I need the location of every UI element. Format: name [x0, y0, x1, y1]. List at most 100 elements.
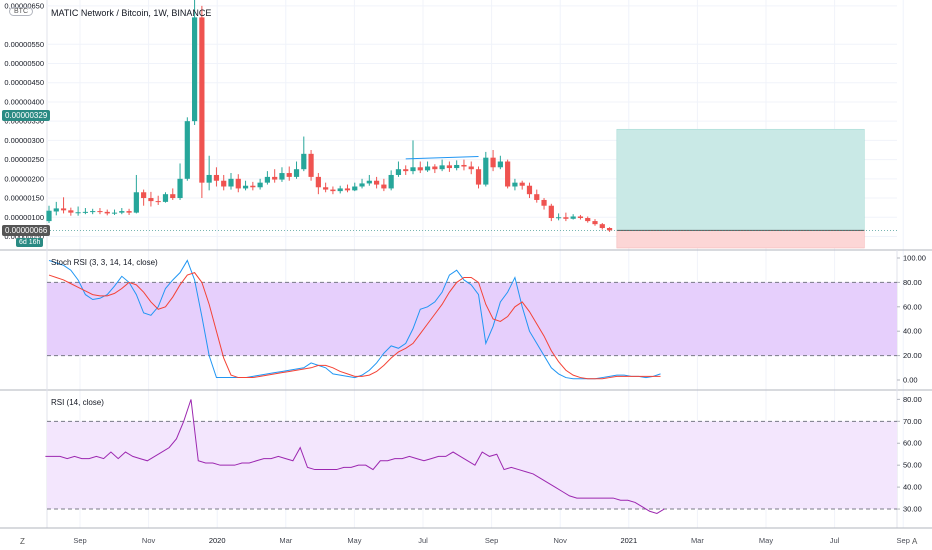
candle-body [192, 17, 198, 122]
zoom-button[interactable]: Z [20, 537, 25, 546]
countdown-tag: 6d 16h [16, 238, 44, 247]
stoch-k-line [48, 259, 661, 380]
candle-body [162, 194, 169, 202]
candle-body [206, 174, 212, 183]
rsi-tick-label: 60.00 [903, 439, 922, 448]
time-tick-label: Nov [142, 536, 156, 545]
stoch-rsi-label: Stoch RSI (3, 3, 14, 14, close) [51, 258, 158, 267]
candle-body [541, 199, 547, 206]
candle-body [119, 211, 125, 213]
stoch-tick-label: 80.00 [903, 278, 922, 287]
candle-body [403, 169, 409, 172]
candle-body [585, 218, 591, 222]
candle-body [53, 208, 59, 212]
time-tick-label: Jul [418, 536, 428, 545]
price-tick-label: 0.00000300 [4, 136, 44, 145]
chart-title: MATIC Network / Bitcoin, 1W, BINANCE [51, 8, 212, 18]
candle-body [446, 165, 452, 169]
time-tick-label: 2021 [620, 536, 637, 545]
candle-body [344, 188, 351, 191]
candle-body [228, 178, 234, 187]
candle-body [235, 178, 241, 189]
candle-body [177, 178, 183, 199]
stoch-tick-label: 60.00 [903, 302, 922, 311]
rsi-tick-label: 30.00 [903, 505, 922, 514]
rsi-label: RSI (14, close) [51, 398, 104, 407]
candle-body [133, 192, 139, 213]
candle-body [199, 17, 205, 183]
candle-body [315, 176, 321, 188]
candle-body [242, 185, 249, 189]
candle-body [104, 211, 110, 214]
candle-body [606, 228, 613, 231]
rsi-tick-label: 80.00 [903, 395, 922, 404]
stoch-tick-label: 40.00 [903, 327, 922, 336]
price-tick-label: 0.00000400 [4, 97, 44, 106]
price-tick-label: 0.00000650 [4, 1, 44, 10]
price-tick-label: 0.00000450 [4, 78, 44, 87]
auto-scale-button[interactable]: A [912, 537, 918, 546]
candle-body [366, 180, 372, 184]
position-profit-zone [616, 128, 865, 231]
position-loss-zone [616, 230, 865, 249]
candle-body [293, 169, 300, 177]
candle-body [439, 165, 445, 170]
rsi-tick-label: 50.00 [903, 461, 922, 470]
candle-body [155, 201, 161, 203]
candle-body [250, 185, 256, 188]
candle-body [111, 212, 118, 214]
candle-body [468, 166, 474, 170]
candle-body [213, 174, 220, 181]
candle-body [257, 182, 263, 188]
time-tick-label: 2020 [209, 536, 226, 545]
rsi-line [45, 399, 665, 514]
time-tick-label: Nov [554, 536, 568, 545]
candle-body [359, 183, 365, 187]
candle-body [570, 216, 576, 219]
candle-body [381, 184, 387, 189]
candle-body [592, 221, 598, 225]
candle-body [141, 192, 147, 199]
candle-body [272, 176, 278, 180]
price-tick-label: 0.00000500 [4, 59, 44, 68]
time-tick-label: Sep [485, 536, 498, 545]
candle-body [75, 212, 81, 214]
stoch-tick-label: 0.00 [903, 376, 918, 385]
rsi-tick-label: 40.00 [903, 483, 922, 492]
stoch-d-line [48, 272, 661, 380]
stoch-tick-label: 20.00 [903, 351, 922, 360]
candle-body [90, 211, 96, 213]
price-tick-label: 0.00000200 [4, 174, 44, 183]
candle-body [526, 185, 533, 195]
time-tick-label: May [347, 536, 361, 545]
candle-body [505, 161, 511, 187]
candle-body [461, 164, 467, 167]
candle-body [424, 166, 431, 171]
candle-body [534, 194, 540, 200]
candle-body [308, 153, 314, 177]
time-tick-label: Mar [279, 536, 292, 545]
candle-body [46, 210, 52, 222]
price-tick-label: 0.00000550 [4, 40, 44, 49]
candle-body [388, 174, 394, 189]
time-tick-label: Jul [830, 536, 840, 545]
candle-body [512, 182, 518, 187]
symbol-badge[interactable]: BTC [9, 7, 33, 16]
stoch-tick-label: 100.00 [903, 254, 926, 263]
candle-body [126, 211, 132, 213]
last-price-tag: 0.00000066 [2, 225, 51, 236]
candle-body [184, 121, 190, 179]
candle-body [410, 167, 416, 172]
candle-body [82, 211, 88, 213]
time-tick-label: Sep [73, 536, 86, 545]
candle-body [68, 210, 74, 213]
stoch-band [47, 282, 897, 356]
candle-body [475, 169, 482, 185]
candle-body [483, 157, 489, 185]
candle-body [454, 164, 460, 169]
price-tick-label: 0.00000100 [4, 213, 44, 222]
candle-body [170, 194, 176, 199]
candle-body [395, 169, 402, 175]
time-tick-label: Sep [897, 536, 910, 545]
